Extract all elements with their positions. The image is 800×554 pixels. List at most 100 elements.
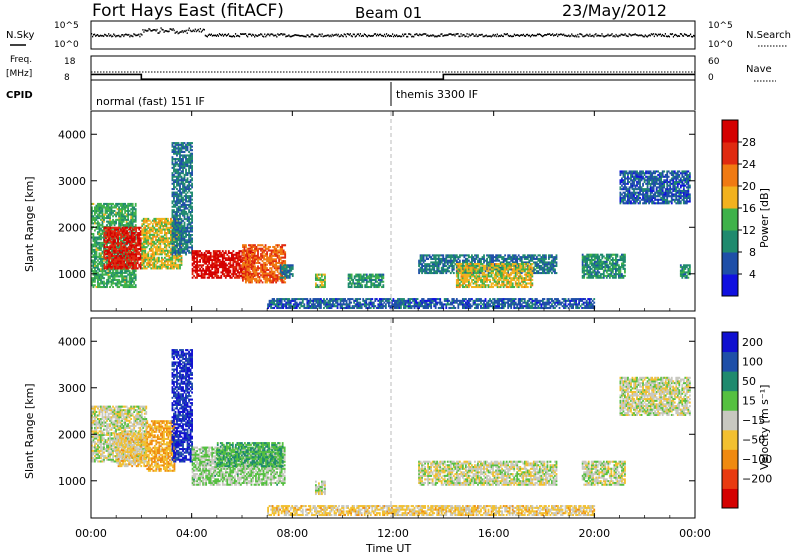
heatmap-cell xyxy=(272,262,274,264)
heatmap-cell xyxy=(191,142,193,144)
heatmap-cell xyxy=(435,260,437,262)
heatmap-cell xyxy=(114,224,116,226)
heatmap-cell xyxy=(281,248,283,250)
heatmap-cell xyxy=(184,151,186,153)
heatmap-cell xyxy=(178,146,180,148)
noise-point xyxy=(570,35,571,37)
heatmap-cell xyxy=(94,263,96,265)
heatmap-cell xyxy=(126,259,128,261)
heatmap-cell xyxy=(199,261,201,263)
heatmap-cell xyxy=(102,208,104,210)
heatmap-cell xyxy=(188,220,190,222)
heatmap-cell xyxy=(161,220,163,222)
heatmap-cell xyxy=(123,257,125,259)
heatmap-cell xyxy=(420,261,422,263)
noise-point xyxy=(235,33,236,35)
heatmap-cell xyxy=(161,257,163,259)
noise-point xyxy=(601,33,602,35)
heatmap-cell xyxy=(324,286,326,288)
heatmap-cell xyxy=(477,256,479,258)
heatmap-cell xyxy=(179,215,181,217)
heatmap-cell xyxy=(354,284,356,286)
heatmap-cell xyxy=(250,262,252,264)
date-title: 23/May/2012 xyxy=(562,1,667,20)
heatmap-cell xyxy=(104,244,106,246)
heatmap-cell xyxy=(162,227,164,229)
heatmap-cell xyxy=(202,264,204,266)
heatmap-cell xyxy=(150,221,152,223)
heatmap-cell xyxy=(229,261,231,263)
heatmap-cell xyxy=(152,237,154,239)
heatmap-cell xyxy=(108,205,110,207)
heatmap-cell xyxy=(100,238,102,240)
heatmap-cell xyxy=(418,272,420,274)
noise-point xyxy=(673,36,674,38)
noise-point xyxy=(186,30,187,32)
heatmap-cell xyxy=(439,263,441,265)
heatmap-cell xyxy=(107,267,109,269)
heatmap-cell xyxy=(153,244,155,246)
heatmap-cell xyxy=(198,266,200,268)
heatmap-cell xyxy=(122,253,124,255)
heatmap-cell xyxy=(134,241,136,243)
heatmap-cell xyxy=(210,257,212,259)
heatmap-cell xyxy=(217,271,219,273)
heatmap-cell xyxy=(187,174,189,176)
heatmap-cell xyxy=(191,186,193,188)
heatmap-cell xyxy=(184,177,186,179)
noise-right-tick-top: 10^5 xyxy=(708,21,733,31)
heatmap-cell xyxy=(265,246,267,248)
heatmap-cell xyxy=(110,228,112,230)
heatmap-cell xyxy=(486,260,488,262)
noise-point xyxy=(588,35,589,37)
heatmap-cell xyxy=(115,222,117,224)
noise-point xyxy=(679,35,680,37)
noise-point xyxy=(384,34,385,36)
heatmap-cell xyxy=(122,259,124,261)
heatmap-cell xyxy=(173,197,175,199)
heatmap-cell xyxy=(366,284,368,286)
heatmap-cell xyxy=(185,252,187,254)
heatmap-cell xyxy=(187,146,189,148)
heatmap-cell xyxy=(96,251,98,253)
heatmap-cell xyxy=(352,281,354,283)
heatmap-cell xyxy=(234,271,236,273)
noise-point xyxy=(276,36,277,38)
heatmap-cell xyxy=(191,149,193,151)
noise-point xyxy=(425,33,426,35)
noise-point xyxy=(441,33,442,35)
heatmap-cell xyxy=(188,190,190,192)
heatmap-cell xyxy=(106,224,108,226)
heatmap-cell xyxy=(135,279,137,281)
heatmap-cell xyxy=(372,274,374,276)
heatmap-cell xyxy=(453,272,455,274)
heatmap-cell xyxy=(184,223,186,225)
heatmap-cell xyxy=(152,230,154,232)
noise-point xyxy=(92,36,93,38)
heatmap-cell xyxy=(173,167,175,169)
cpid-label: CPID xyxy=(6,90,33,101)
heatmap-cell xyxy=(193,263,195,265)
heatmap-cell xyxy=(104,236,106,238)
heatmap-cell xyxy=(208,268,210,270)
heatmap-cell xyxy=(191,179,193,181)
heatmap-cell xyxy=(172,144,174,146)
heatmap-cell xyxy=(175,220,177,222)
heatmap-cell xyxy=(144,248,146,250)
heatmap-cell xyxy=(248,255,250,257)
heatmap-cell xyxy=(256,278,258,280)
noise-point xyxy=(198,29,199,31)
heatmap-cell xyxy=(112,286,114,288)
heatmap-cell xyxy=(191,167,193,169)
heatmap-cell xyxy=(442,267,444,269)
heatmap-cell xyxy=(93,233,95,235)
heatmap-cell xyxy=(133,282,135,284)
heatmap-cell xyxy=(111,224,113,226)
heatmap-cell xyxy=(225,250,227,252)
noise-point xyxy=(195,29,196,31)
heatmap-cell xyxy=(483,254,485,256)
noise-point xyxy=(523,34,524,36)
heatmap-cell xyxy=(348,279,350,281)
heatmap-cell xyxy=(179,267,181,269)
heatmap-cell xyxy=(240,264,242,266)
